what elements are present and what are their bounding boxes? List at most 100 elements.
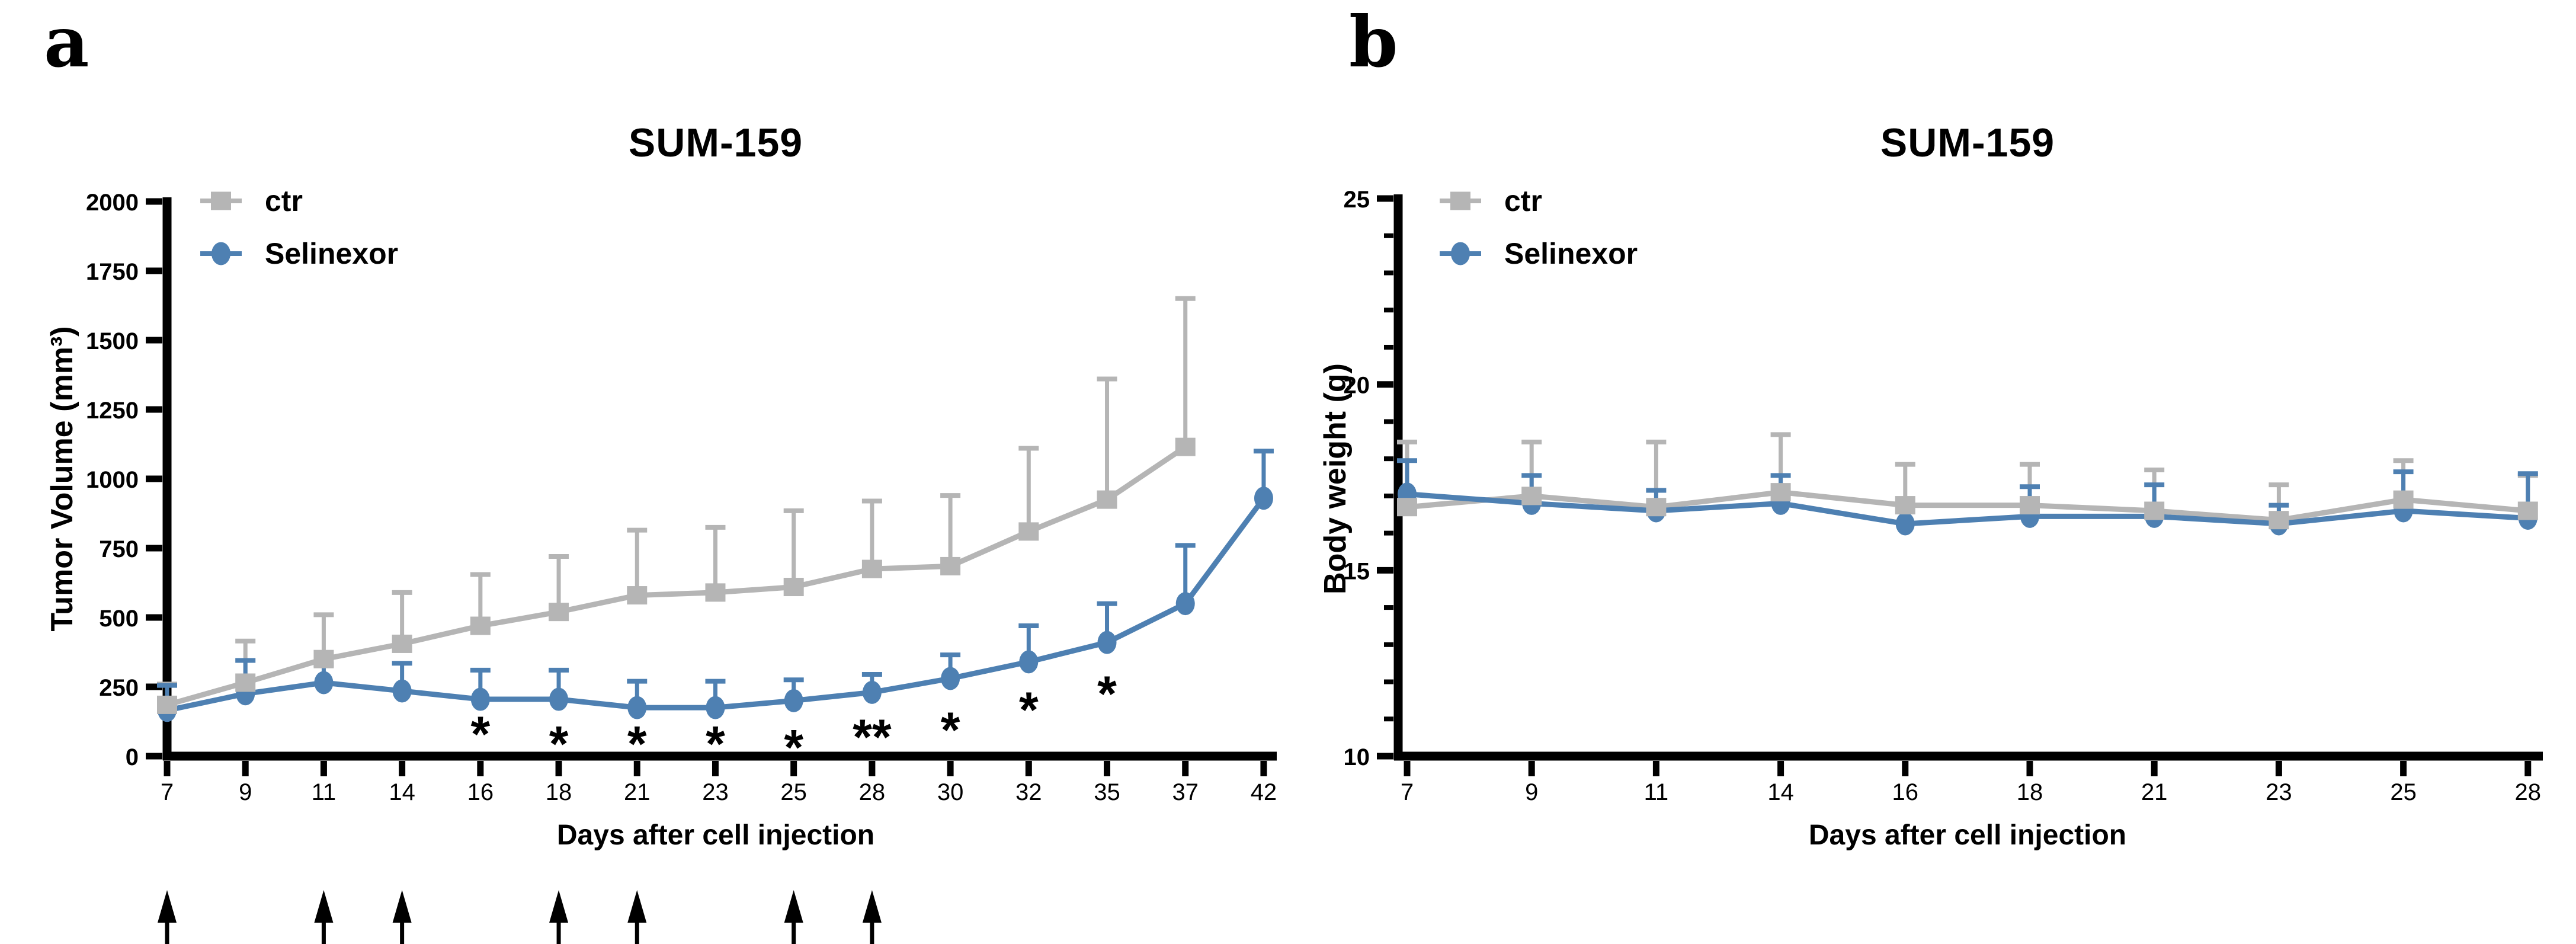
marker-selinexor <box>706 696 725 719</box>
legend-b-selinexor-label: Selinexor <box>1504 237 1638 270</box>
y-tick-label: 500 <box>99 606 139 632</box>
marker-ctr <box>2020 496 2040 515</box>
marker-selinexor <box>1254 487 1273 510</box>
x-tick-label: 11 <box>1644 779 1669 805</box>
y-tick-label: 250 <box>99 675 139 701</box>
x-tick-label: 14 <box>389 779 415 805</box>
x-tick-label: 25 <box>780 779 807 805</box>
marker-selinexor <box>549 687 569 711</box>
y-tick-label: 1500 <box>86 328 139 354</box>
marker-ctr <box>392 634 412 653</box>
series-line-ctr <box>1406 489 2529 523</box>
x-tick-label: 16 <box>1892 779 1919 805</box>
x-tick-label: 23 <box>2266 779 2292 805</box>
chart-b-y-axis-label: Body weight (g) <box>1318 363 1353 594</box>
marker-selinexor <box>941 667 960 690</box>
y-tick-label: 1750 <box>86 259 139 285</box>
marker-selinexor <box>1175 592 1195 616</box>
marker-ctr <box>627 586 648 605</box>
panel-b-letter: b <box>1349 1 1398 83</box>
x-tick-label: 18 <box>546 779 572 805</box>
chart-b: 10 15 20 25 7 9 11 14 16 18 21 23 25 28 <box>1344 187 2543 805</box>
chart-a-x-axis-label: Days after cell injection <box>556 820 875 851</box>
x-tick-label: 14 <box>1767 779 1794 805</box>
x-tick-label: 9 <box>239 779 252 805</box>
marker-ctr <box>940 556 961 575</box>
x-tick-label: 35 <box>1094 779 1120 805</box>
y-tick-label: 1000 <box>86 467 139 493</box>
treatment-arrow-icon <box>392 890 412 923</box>
marker-ctr <box>2269 511 2289 530</box>
significance-asterisk: * <box>549 716 569 772</box>
marker-ctr <box>783 578 804 597</box>
marker-selinexor <box>1097 631 1117 654</box>
legend-ctr-marker-icon <box>1450 191 1470 210</box>
series-line-ctr <box>166 444 1187 708</box>
y-tick-label: 10 <box>1344 744 1370 770</box>
legend-a-ctr-label: ctr <box>265 184 303 217</box>
marker-selinexor <box>1019 650 1039 674</box>
chart-a: 0 250 500 750 1000 1250 1500 1750 2000 7 9 11 14 16 18… <box>86 190 1277 944</box>
x-tick-label: 37 <box>1172 779 1199 805</box>
x-tick-label: 30 <box>937 779 964 805</box>
x-tick-label: 25 <box>2390 779 2417 805</box>
marker-ctr <box>2393 490 2414 509</box>
treatment-arrow-icon <box>549 890 569 923</box>
x-tick-label: 16 <box>467 779 494 805</box>
y-tick-label: 15 <box>1344 558 1370 584</box>
marker-ctr <box>313 649 334 668</box>
legend-b-ctr-label: ctr <box>1504 184 1542 217</box>
marker-ctr <box>1646 498 1667 517</box>
panel-a-letter: a <box>44 1 89 83</box>
significance-asterisk: * <box>706 716 725 772</box>
chart-a-y-axis-label: Tumor Volume (mm³) <box>45 326 79 632</box>
x-tick-label: 11 <box>312 779 337 805</box>
marker-selinexor <box>392 679 412 703</box>
marker-ctr <box>1175 437 1196 456</box>
y-tick-label: 25 <box>1344 187 1370 213</box>
marker-ctr <box>1770 483 1791 502</box>
x-tick-label: 7 <box>161 779 174 805</box>
marker-ctr <box>1521 487 1542 505</box>
marker-selinexor <box>627 696 647 719</box>
marker-ctr <box>1018 522 1039 541</box>
significance-asterisk: * <box>470 706 490 762</box>
legend-selinexor-marker-icon <box>1451 242 1470 265</box>
legend-ctr-marker-icon <box>211 191 231 210</box>
chart-b-title: SUM-159 <box>1880 120 2055 165</box>
marker-ctr <box>470 616 491 635</box>
marker-ctr <box>1895 496 1915 515</box>
legend-a-selinexor-label: Selinexor <box>265 237 399 270</box>
treatment-arrow-icon <box>158 890 177 923</box>
x-tick-label: 32 <box>1015 779 1042 805</box>
marker-selinexor <box>862 680 882 704</box>
marker-selinexor <box>784 689 803 712</box>
x-tick-label: 42 <box>1251 779 1277 805</box>
x-tick-label: 7 <box>1401 779 1414 805</box>
marker-ctr <box>2144 501 2165 520</box>
treatment-arrow-icon <box>862 890 882 923</box>
y-tick-label: 1250 <box>86 398 139 424</box>
significance-asterisk: * <box>627 716 647 772</box>
significance-asterisk: * <box>1097 666 1117 722</box>
x-tick-label: 21 <box>2141 779 2168 805</box>
treatment-arrow-icon <box>784 890 803 923</box>
marker-selinexor <box>470 687 490 711</box>
y-tick-label: 750 <box>99 536 139 562</box>
marker-ctr <box>1397 498 1417 517</box>
chart-a-title: SUM-159 <box>628 120 803 165</box>
y-tick-label: 0 <box>126 744 139 770</box>
marker-ctr <box>2517 501 2538 520</box>
marker-ctr <box>1097 490 1117 509</box>
marker-ctr <box>861 559 882 578</box>
significance-asterisk: * <box>784 719 803 775</box>
x-tick-label: 9 <box>1525 779 1538 805</box>
marker-selinexor <box>314 671 334 695</box>
x-tick-label: 23 <box>702 779 729 805</box>
treatment-arrow-icon <box>627 890 647 923</box>
y-tick-label: 2000 <box>86 190 139 216</box>
y-tick-label: 20 <box>1344 373 1370 399</box>
marker-ctr <box>705 583 726 602</box>
